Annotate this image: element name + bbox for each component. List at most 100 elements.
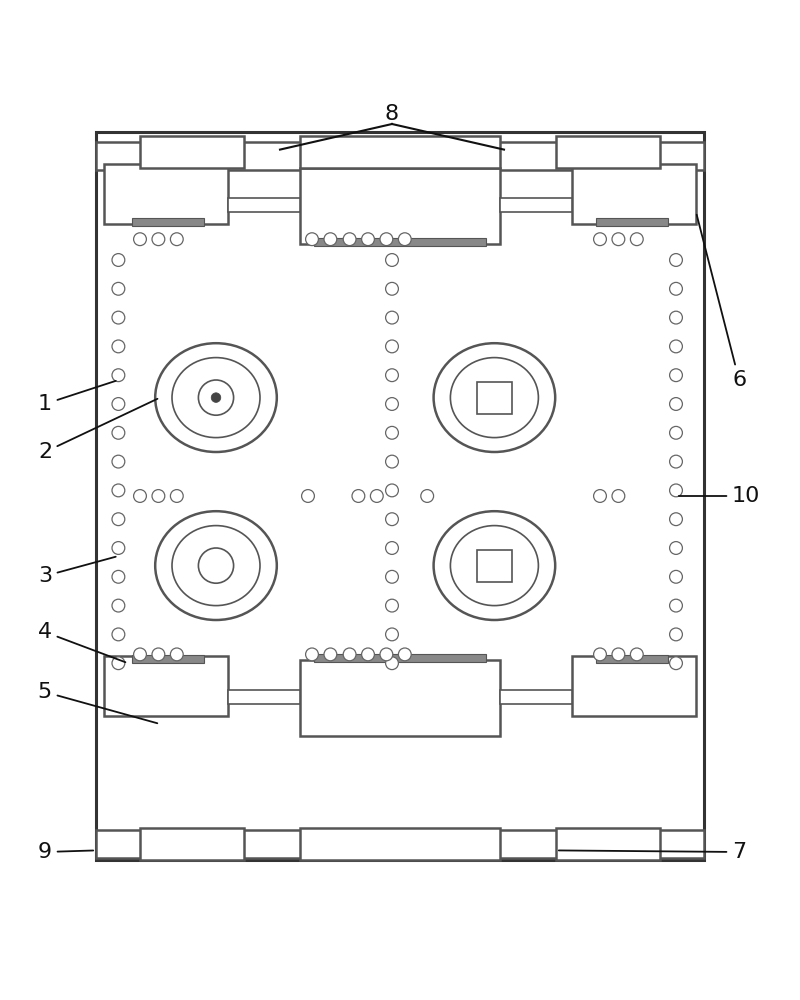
Circle shape bbox=[398, 648, 411, 661]
Circle shape bbox=[112, 628, 125, 641]
Circle shape bbox=[370, 490, 383, 502]
Text: 8: 8 bbox=[385, 104, 399, 124]
Circle shape bbox=[670, 282, 682, 295]
Ellipse shape bbox=[155, 343, 277, 452]
Circle shape bbox=[386, 455, 398, 468]
Ellipse shape bbox=[450, 526, 538, 606]
Bar bbox=[300, 660, 500, 736]
Circle shape bbox=[670, 657, 682, 670]
Circle shape bbox=[670, 513, 682, 526]
Text: 10: 10 bbox=[678, 486, 760, 506]
Circle shape bbox=[670, 369, 682, 382]
Circle shape bbox=[630, 233, 643, 246]
Circle shape bbox=[386, 628, 398, 641]
Circle shape bbox=[362, 648, 374, 661]
Circle shape bbox=[198, 380, 234, 415]
Bar bbox=[96, 142, 704, 170]
Ellipse shape bbox=[155, 511, 277, 620]
Bar bbox=[132, 655, 204, 663]
Bar bbox=[572, 164, 696, 224]
Circle shape bbox=[112, 455, 125, 468]
Circle shape bbox=[594, 648, 606, 661]
Bar bbox=[132, 218, 204, 226]
Circle shape bbox=[170, 233, 183, 246]
Circle shape bbox=[112, 369, 125, 382]
Circle shape bbox=[670, 340, 682, 353]
Circle shape bbox=[112, 657, 125, 670]
Circle shape bbox=[386, 369, 398, 382]
Bar bbox=[500, 690, 572, 704]
Circle shape bbox=[112, 513, 125, 526]
Bar bbox=[596, 655, 668, 663]
Bar bbox=[500, 198, 572, 212]
Bar bbox=[300, 828, 500, 860]
Circle shape bbox=[386, 484, 398, 497]
Circle shape bbox=[170, 490, 183, 502]
Circle shape bbox=[670, 599, 682, 612]
Ellipse shape bbox=[172, 358, 260, 438]
Circle shape bbox=[670, 426, 682, 439]
Circle shape bbox=[612, 648, 625, 661]
Circle shape bbox=[152, 490, 165, 502]
Text: 4: 4 bbox=[38, 622, 126, 662]
Text: 2: 2 bbox=[38, 399, 158, 462]
Bar bbox=[556, 828, 660, 860]
Circle shape bbox=[670, 570, 682, 583]
Circle shape bbox=[386, 657, 398, 670]
Circle shape bbox=[211, 393, 221, 402]
Circle shape bbox=[612, 490, 625, 502]
Bar bbox=[228, 690, 300, 704]
Circle shape bbox=[386, 426, 398, 439]
Circle shape bbox=[112, 542, 125, 554]
Circle shape bbox=[112, 398, 125, 410]
Circle shape bbox=[386, 340, 398, 353]
Circle shape bbox=[670, 254, 682, 266]
Circle shape bbox=[670, 398, 682, 410]
Circle shape bbox=[386, 513, 398, 526]
Bar bbox=[314, 654, 486, 662]
Bar bbox=[104, 656, 228, 716]
Circle shape bbox=[324, 233, 337, 246]
Circle shape bbox=[352, 490, 365, 502]
Circle shape bbox=[386, 599, 398, 612]
Bar bbox=[314, 238, 486, 246]
Bar bbox=[572, 656, 696, 716]
Bar bbox=[228, 198, 300, 212]
Circle shape bbox=[670, 542, 682, 554]
Circle shape bbox=[112, 254, 125, 266]
Circle shape bbox=[386, 398, 398, 410]
Circle shape bbox=[670, 628, 682, 641]
Circle shape bbox=[324, 648, 337, 661]
Bar bbox=[300, 168, 500, 244]
Circle shape bbox=[670, 484, 682, 497]
Bar bbox=[300, 136, 500, 168]
Bar bbox=[596, 218, 668, 226]
Circle shape bbox=[386, 311, 398, 324]
Ellipse shape bbox=[434, 343, 555, 452]
Text: 1: 1 bbox=[38, 381, 116, 414]
Circle shape bbox=[343, 233, 356, 246]
Circle shape bbox=[152, 233, 165, 246]
Circle shape bbox=[630, 648, 643, 661]
Circle shape bbox=[594, 490, 606, 502]
Text: 6: 6 bbox=[697, 215, 746, 390]
Circle shape bbox=[386, 254, 398, 266]
Circle shape bbox=[112, 311, 125, 324]
Circle shape bbox=[134, 490, 146, 502]
Circle shape bbox=[594, 233, 606, 246]
Ellipse shape bbox=[172, 526, 260, 606]
Text: 3: 3 bbox=[38, 557, 116, 586]
Bar bbox=[140, 828, 244, 860]
Ellipse shape bbox=[450, 358, 538, 438]
Circle shape bbox=[112, 599, 125, 612]
Circle shape bbox=[112, 484, 125, 497]
Circle shape bbox=[152, 648, 165, 661]
Circle shape bbox=[306, 648, 318, 661]
Text: 5: 5 bbox=[38, 682, 158, 723]
Bar bbox=[96, 132, 704, 860]
Circle shape bbox=[386, 542, 398, 554]
Circle shape bbox=[134, 233, 146, 246]
Circle shape bbox=[170, 648, 183, 661]
Circle shape bbox=[343, 648, 356, 661]
Circle shape bbox=[380, 648, 393, 661]
